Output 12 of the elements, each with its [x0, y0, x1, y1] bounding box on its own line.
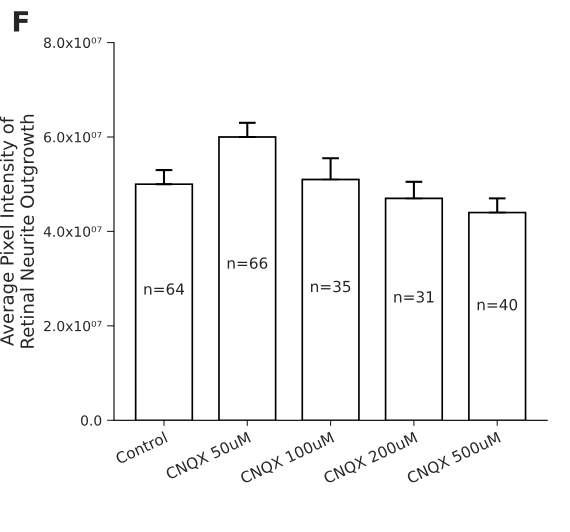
y-tick-label: 6.0x10⁰⁷: [44, 132, 102, 142]
y-tick-label: 4.0x10⁰⁷: [44, 226, 102, 237]
y-tick-label: 0.0: [81, 415, 102, 426]
y-tick-label: 8.0x10⁰⁷: [44, 38, 102, 48]
annotation: n=40: [478, 298, 518, 310]
chart-title: F: [14, 11, 28, 32]
y-axis-title: Average Pixel Intensity of Retinal Neurite Outgrowth: [0, 114, 38, 348]
annotation: n=64: [144, 283, 184, 295]
annotation: n=35: [311, 280, 350, 292]
annotation: n=31: [394, 291, 434, 303]
annotation: n=66: [228, 257, 268, 269]
y-tick-label: 2.0x10⁰⁷: [44, 320, 102, 332]
